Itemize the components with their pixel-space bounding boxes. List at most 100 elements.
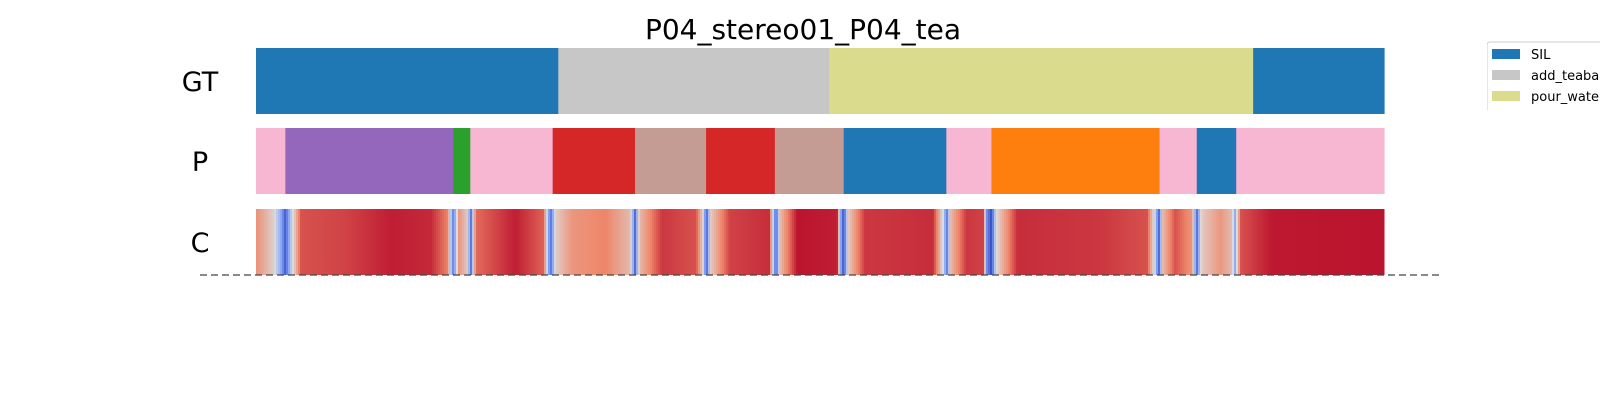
legend-swatch (1492, 49, 1520, 59)
confidence-strip (384, 209, 387, 275)
confidence-strip (508, 209, 511, 275)
confidence-strip (1016, 209, 1019, 275)
confidence-strip (550, 209, 553, 275)
confidence-strip (1210, 209, 1213, 275)
confidence-strip (912, 209, 915, 275)
confidence-strip (604, 209, 607, 275)
confidence-strip (352, 209, 355, 275)
confidence-strip (702, 209, 705, 275)
confidence-strip (1228, 209, 1231, 275)
segment-rect (1196, 128, 1237, 194)
confidence-strip (658, 209, 661, 275)
confidence-strip (948, 209, 951, 275)
confidence-strip (1382, 209, 1385, 275)
confidence-strip (918, 209, 921, 275)
confidence-strip (1260, 209, 1263, 275)
confidence-strip (846, 209, 849, 275)
confidence-strip (1214, 209, 1217, 275)
confidence-strip (906, 209, 909, 275)
confidence-strip (1232, 209, 1235, 275)
confidence-strip (326, 209, 329, 275)
confidence-strip (978, 209, 981, 275)
confidence-strip (1212, 209, 1215, 275)
confidence-strip (1346, 209, 1349, 275)
confidence-strip (890, 209, 893, 275)
confidence-strip (796, 209, 799, 275)
confidence-strip (532, 209, 535, 275)
confidence-strip (360, 209, 363, 275)
confidence-strip (492, 209, 495, 275)
confidence-strip (500, 209, 503, 275)
confidence-strip (1058, 209, 1061, 275)
confidence-strip (792, 209, 795, 275)
confidence-strip (362, 209, 365, 275)
confidence-strip (678, 209, 681, 275)
confidence-strip (426, 209, 429, 275)
confidence-strip (1078, 209, 1081, 275)
chart-title: P04_stereo01_P04_tea (645, 13, 961, 46)
confidence-strip (922, 209, 925, 275)
confidence-strip (776, 209, 779, 275)
confidence-strip (302, 209, 305, 275)
confidence-strip (1032, 209, 1035, 275)
confidence-strip (1360, 209, 1363, 275)
segment-rect (706, 128, 776, 194)
confidence-strip (580, 209, 583, 275)
legend-swatch (1492, 91, 1520, 101)
confidence-strip (572, 209, 575, 275)
confidence-strip (992, 209, 995, 275)
confidence-strip (1006, 209, 1009, 275)
confidence-strip (1138, 209, 1141, 275)
confidence-strip (1284, 209, 1287, 275)
confidence-strip (1296, 209, 1299, 275)
confidence-strip (1338, 209, 1341, 275)
confidence-strip (854, 209, 857, 275)
confidence-strip (1320, 209, 1323, 275)
confidence-strip (898, 209, 901, 275)
confidence-strip (708, 209, 711, 275)
confidence-strip (544, 209, 547, 275)
confidence-strip (720, 209, 723, 275)
confidence-strip (1162, 209, 1165, 275)
confidence-strip (1174, 209, 1177, 275)
confidence-strip (1268, 209, 1271, 275)
confidence-strip (878, 209, 881, 275)
confidence-strip (886, 209, 889, 275)
confidence-strip (462, 209, 465, 275)
confidence-strip (1182, 209, 1185, 275)
confidence-strip (428, 209, 431, 275)
confidence-strip (1188, 209, 1191, 275)
confidence-strip (850, 209, 853, 275)
confidence-strip (464, 209, 467, 275)
confidence-strip (1164, 209, 1167, 275)
confidence-strip (1100, 209, 1103, 275)
confidence-strip (636, 209, 639, 275)
confidence-strip (592, 209, 595, 275)
confidence-strip (870, 209, 873, 275)
segment-rect (946, 128, 993, 194)
confidence-strip (1054, 209, 1057, 275)
confidence-strip (598, 209, 601, 275)
confidence-strip (1368, 209, 1371, 275)
confidence-strip (356, 209, 359, 275)
confidence-strip (388, 209, 391, 275)
confidence-strip (446, 209, 449, 275)
confidence-strip (1374, 209, 1377, 275)
confidence-strip (1336, 209, 1339, 275)
confidence-strip (1194, 209, 1197, 275)
confidence-strip (1014, 209, 1017, 275)
segment-rect (774, 128, 845, 194)
confidence-strip (1278, 209, 1281, 275)
confidence-strip (1202, 209, 1205, 275)
confidence-strip (1000, 209, 1003, 275)
confidence-strip (1012, 209, 1015, 275)
confidence-strip (1248, 209, 1251, 275)
confidence-strip (468, 209, 471, 275)
confidence-strip (368, 209, 371, 275)
confidence-strip (1272, 209, 1275, 275)
confidence-strip (704, 209, 707, 275)
confidence-strip (1358, 209, 1361, 275)
confidence-strip (372, 209, 375, 275)
confidence-strip (1114, 209, 1117, 275)
confidence-strip (644, 209, 647, 275)
